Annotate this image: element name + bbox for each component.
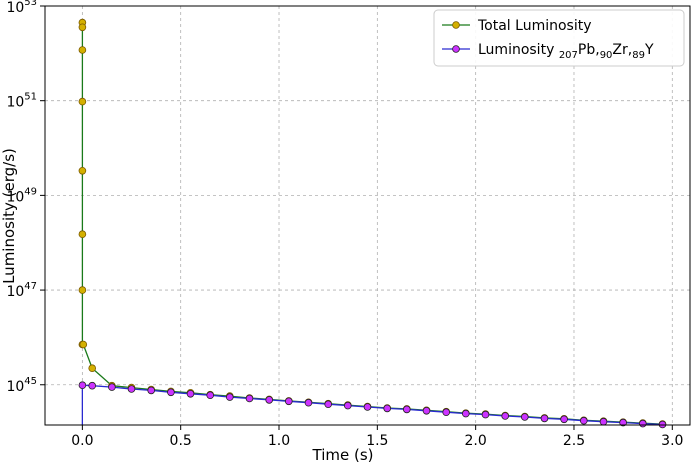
data-point (206, 391, 215, 400)
data-point (78, 230, 87, 239)
legend: Total Luminosity Luminosity 207Pb,90Zr,89… (433, 9, 685, 67)
data-point (579, 416, 588, 425)
x-tick-label: 2.0 (465, 433, 487, 449)
data-point (343, 401, 352, 410)
y-tick-label: 1047 (6, 281, 37, 300)
legend-label: Luminosity 207Pb,90Zr,89Y (478, 42, 654, 61)
data-point (78, 286, 87, 294)
data-point (88, 381, 96, 390)
y-tick-label: 1049 (6, 186, 37, 205)
x-axis: 0.0 0.5 1.0 1.5 2.0 2.5 3.0 (71, 425, 683, 449)
data-point (442, 408, 451, 417)
data-point (638, 419, 647, 428)
x-tick-label: 2.5 (563, 433, 585, 449)
data-point (167, 388, 175, 397)
data-point (147, 386, 156, 395)
data-point (226, 393, 234, 401)
data-point (78, 46, 87, 54)
data-point (88, 364, 96, 373)
data-point (402, 405, 411, 414)
legend-label: Total Luminosity (477, 18, 592, 34)
data-point (79, 340, 88, 349)
data-point (422, 406, 431, 415)
x-tick-label: 0.0 (71, 433, 93, 449)
y-tick-label: 1045 (6, 376, 37, 395)
grid (45, 5, 690, 425)
data-point (383, 404, 392, 413)
data-point (520, 413, 529, 421)
data-point (619, 418, 627, 427)
plot-frame (44, 5, 691, 426)
legend-box (433, 9, 685, 67)
data-point (78, 381, 87, 390)
data-point (186, 389, 195, 398)
series-line (81, 22, 663, 425)
data-point (540, 414, 549, 423)
data-point (78, 23, 87, 32)
y-axis: 1045 1047 1049 1051 1053 (6, 0, 45, 395)
data-point (304, 398, 313, 407)
legend-marker (452, 45, 460, 53)
data-point (78, 97, 87, 106)
x-tick-label: 1.0 (268, 433, 290, 449)
data-point (324, 400, 333, 409)
data-point (108, 383, 116, 391)
x-axis-label: Time (s) (312, 446, 374, 464)
series-2 (78, 381, 667, 429)
y-axis-label: Luminosity (erg/s) (0, 148, 18, 284)
y-tick-label: 1051 (6, 92, 37, 111)
data-point (481, 410, 490, 419)
legend-entry-2: Luminosity 207Pb,90Zr,89Y (442, 42, 654, 61)
data-point (245, 394, 254, 403)
data-point (78, 167, 87, 175)
x-tick-label: 1.5 (366, 433, 388, 449)
data-point (560, 415, 568, 424)
data-point (501, 412, 510, 420)
x-tick-label: 3.0 (661, 433, 683, 449)
data-point (363, 403, 372, 411)
legend-marker (452, 21, 460, 29)
data-point (265, 396, 274, 404)
legend-entry-1: Total Luminosity (442, 18, 592, 34)
x-tick-label: 0.5 (170, 433, 192, 449)
series-layer (78, 18, 667, 429)
series-1 (78, 18, 667, 428)
data-point (461, 409, 470, 418)
y-tick-label: 1053 (6, 0, 37, 16)
data-point (599, 417, 608, 426)
data-point (284, 397, 293, 406)
data-point (127, 385, 136, 393)
